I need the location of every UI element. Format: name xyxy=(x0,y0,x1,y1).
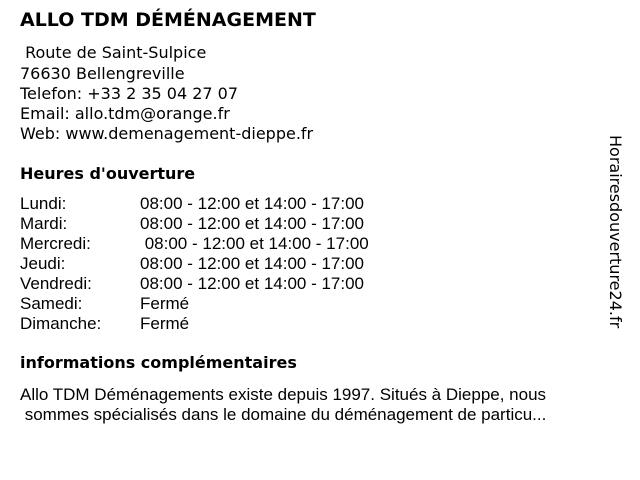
day-label: Dimanche: xyxy=(20,314,102,333)
hours-row: Dimanche: Fermé xyxy=(20,314,189,334)
phone: Telefon: +33 2 35 04 27 07 xyxy=(20,84,239,103)
day-hours: Fermé xyxy=(140,294,190,313)
day-hours: 08:00 - 12:00 et 14:00 - 17:00 xyxy=(140,234,369,253)
hours-row: Samedi: Fermé xyxy=(20,294,189,314)
day-label: Mercredi: xyxy=(20,234,91,253)
day-label: Jeudi: xyxy=(20,254,66,273)
hours-row: Vendredi: 08:00 - 12:00 et 14:00 - 17:00 xyxy=(20,274,364,294)
city: 76630 Bellengreville xyxy=(20,64,185,83)
watermark: Horairesdouverture24.fr xyxy=(606,135,625,329)
website: Web: www.demenagement-dieppe.fr xyxy=(20,124,314,143)
day-hours: 08:00 - 12:00 et 14:00 - 17:00 xyxy=(140,194,365,213)
info-text-line2: sommes spécialisés dans le domaine du dé… xyxy=(20,405,547,424)
day-hours: Fermé xyxy=(140,314,190,333)
street-address: Route de Saint-Sulpice xyxy=(20,43,207,62)
info-heading: informations complémentaires xyxy=(20,353,297,372)
info-text-line1: Allo TDM Déménagements existe depuis 199… xyxy=(20,385,547,404)
day-hours: 08:00 - 12:00 et 14:00 - 17:00 xyxy=(140,214,365,233)
hours-row: Mardi: 08:00 - 12:00 et 14:00 - 17:00 xyxy=(20,214,364,234)
hours-row: Jeudi: 08:00 - 12:00 et 14:00 - 17:00 xyxy=(20,254,364,274)
hours-heading: Heures d'ouverture xyxy=(20,164,196,183)
day-label: Samedi: xyxy=(20,294,83,313)
hours-row: Lundi: 08:00 - 12:00 et 14:00 - 17:00 xyxy=(20,194,364,214)
day-hours: 08:00 - 12:00 et 14:00 - 17:00 xyxy=(140,274,365,293)
day-label: Vendredi: xyxy=(20,274,92,293)
day-label: Mardi: xyxy=(20,214,68,233)
hours-row: Mercredi: 08:00 - 12:00 et 14:00 - 17:00 xyxy=(20,234,369,254)
business-name: ALLO TDM DÉMÉNAGEMENT xyxy=(20,9,316,31)
email: Email: allo.tdm@orange.fr xyxy=(20,104,230,123)
day-label: Lundi: xyxy=(20,194,67,213)
day-hours: 08:00 - 12:00 et 14:00 - 17:00 xyxy=(140,254,365,273)
